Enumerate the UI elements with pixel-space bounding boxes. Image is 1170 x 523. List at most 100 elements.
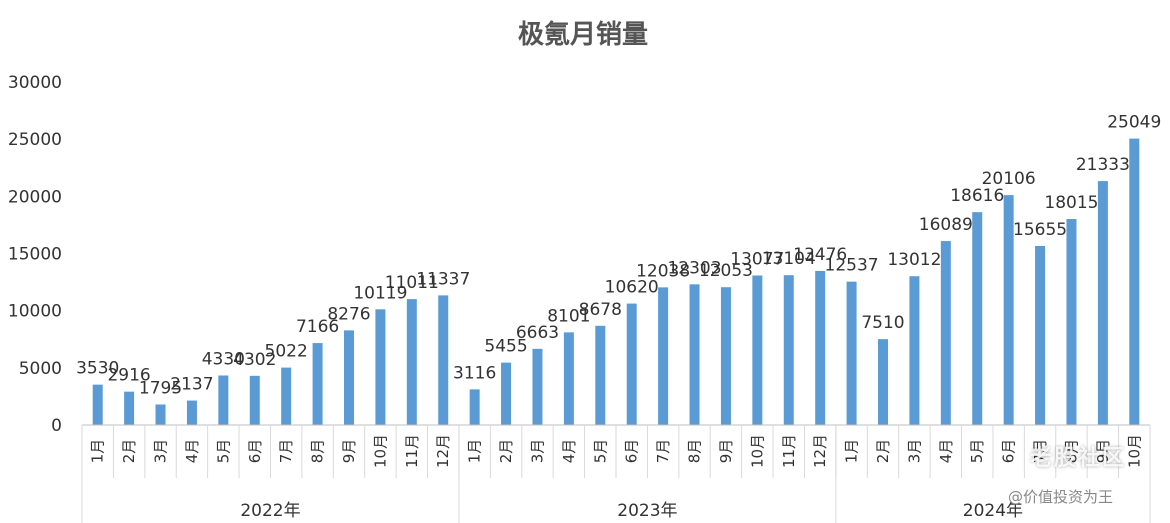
data-label: 11011 [385, 273, 439, 293]
data-label: 13104 [762, 249, 816, 269]
y-tick-label: 20000 [8, 187, 62, 207]
bar [344, 330, 354, 425]
y-tick-label: 5000 [19, 359, 62, 379]
x-tick-label: 5月 [968, 439, 986, 464]
y-axis: 0 5000 10000 15000 20000 25000 30000 [8, 73, 62, 436]
bar [626, 303, 637, 425]
y-tick-label: 10000 [8, 302, 62, 322]
x-tick-label: 1月 [843, 439, 861, 464]
bar [909, 276, 920, 425]
data-label: 5455 [484, 337, 527, 357]
x-tick-label: 3月 [152, 439, 170, 464]
bar [752, 275, 763, 425]
bar [1066, 219, 1077, 425]
x-axis: 1月 2月 3月 4月 5月 6月 7月 8月 9月 10月 11月 12月 1月 2月 3月 4月 5月 6月 7… [81, 424, 1151, 523]
bars [92, 138, 1140, 425]
data-label: 12053 [699, 261, 753, 281]
bar [375, 309, 386, 425]
data-label: 10620 [605, 278, 659, 298]
bar [1035, 246, 1046, 425]
x-tick-label: 12月 [434, 434, 452, 468]
y-tick-label: 25000 [8, 130, 62, 150]
data-label: 8276 [327, 304, 370, 324]
bar [1129, 138, 1140, 425]
x-tick-label: 7月 [1031, 439, 1049, 464]
x-tick-label: 3月 [905, 439, 923, 464]
bar [92, 384, 103, 425]
data-label: 15655 [1013, 220, 1067, 240]
bar [689, 284, 700, 425]
data-label: 1795 [139, 378, 182, 398]
x-tick-label: 4月 [560, 439, 578, 464]
data-label: 20106 [982, 169, 1036, 189]
data-label: 13012 [887, 250, 941, 270]
x-tick-label: 7月 [277, 439, 295, 464]
data-label: 4330 [202, 349, 245, 369]
bar [469, 389, 480, 425]
x-tick-label: 11月 [403, 434, 421, 468]
bar [720, 287, 731, 425]
x-tick-label: 2月 [874, 439, 892, 464]
y-tick-label: 15000 [8, 245, 62, 265]
data-label: 6663 [516, 323, 559, 343]
x-tick-label: 8月 [686, 439, 704, 464]
data-label: 12038 [636, 261, 690, 281]
x-tick-label: 6月 [1000, 439, 1018, 464]
bar [1003, 195, 1014, 425]
x-tick-label: 5月 [591, 439, 609, 464]
y-tick-label: 0 [51, 416, 62, 436]
y-tick-label: 30000 [8, 73, 62, 93]
x-tick-label: 2月 [120, 439, 138, 464]
bar [532, 348, 543, 425]
x-tick-label: 7月 [654, 439, 672, 464]
data-label: 18015 [1044, 193, 1098, 213]
bar [595, 325, 606, 425]
data-label: 2137 [170, 375, 213, 395]
group-label: 2024年 [963, 501, 1023, 521]
bar [312, 343, 323, 425]
bar [501, 362, 512, 425]
data-label: 25049 [1107, 113, 1161, 133]
data-label: 8678 [579, 300, 622, 320]
x-tick-label: 8月 [309, 439, 327, 464]
data-label: 11337 [416, 269, 470, 289]
bar [815, 270, 826, 425]
data-label: 13476 [793, 245, 847, 265]
x-tick-label: 10月 [748, 434, 766, 468]
group-label: 2022年 [240, 501, 300, 521]
x-tick-label: 2月 [497, 439, 515, 464]
bar [783, 275, 794, 425]
bar [281, 367, 292, 425]
x-tick-label: 4月 [937, 439, 955, 464]
bar [249, 375, 260, 425]
bar [1097, 181, 1108, 425]
bar [155, 404, 166, 425]
data-label: 18616 [950, 186, 1004, 206]
data-label: 10119 [353, 283, 407, 303]
bar [940, 241, 951, 425]
bar [972, 212, 983, 425]
data-label: 7166 [296, 317, 339, 337]
watermark-community: 老股社区 [1030, 446, 1127, 471]
bar [406, 299, 417, 425]
x-tick-label: 6月 [246, 439, 264, 464]
x-tick-label: 9月 [340, 439, 358, 464]
data-label: 8101 [547, 306, 590, 326]
watermark-author: @价值投资为王 [1008, 488, 1114, 506]
x-tick-label: 9月 [1094, 439, 1112, 464]
data-label: 3530 [76, 359, 119, 379]
x-tick-label: 4月 [183, 439, 201, 464]
x-tick-label: 6月 [623, 439, 641, 464]
data-label: 5022 [265, 342, 308, 362]
x-tick-label: 1月 [466, 439, 484, 464]
group-label: 2023年 [617, 501, 677, 521]
bar [218, 375, 229, 425]
x-tick-label: 8月 [1062, 439, 1080, 464]
chart-title: 极氪月销量 [518, 19, 648, 50]
data-label: 12303 [667, 258, 721, 278]
data-label: 13077 [730, 249, 784, 269]
x-tick-label: 10月 [1125, 434, 1143, 468]
bar [186, 400, 197, 425]
